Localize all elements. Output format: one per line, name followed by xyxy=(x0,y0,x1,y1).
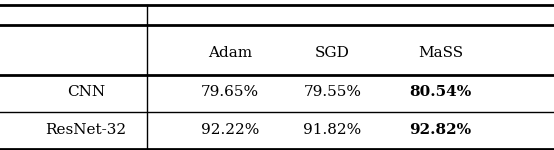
Text: ResNet-32: ResNet-32 xyxy=(45,123,126,138)
Text: MaSS: MaSS xyxy=(418,46,463,60)
Text: 79.55%: 79.55% xyxy=(304,85,361,99)
Text: CNN: CNN xyxy=(67,85,105,99)
Text: Adam: Adam xyxy=(208,46,252,60)
Text: SGD: SGD xyxy=(315,46,350,60)
Text: 79.65%: 79.65% xyxy=(201,85,259,99)
Text: 80.54%: 80.54% xyxy=(409,85,471,99)
Text: 91.82%: 91.82% xyxy=(303,123,362,138)
Text: 92.22%: 92.22% xyxy=(201,123,259,138)
Text: 92.82%: 92.82% xyxy=(409,123,471,138)
